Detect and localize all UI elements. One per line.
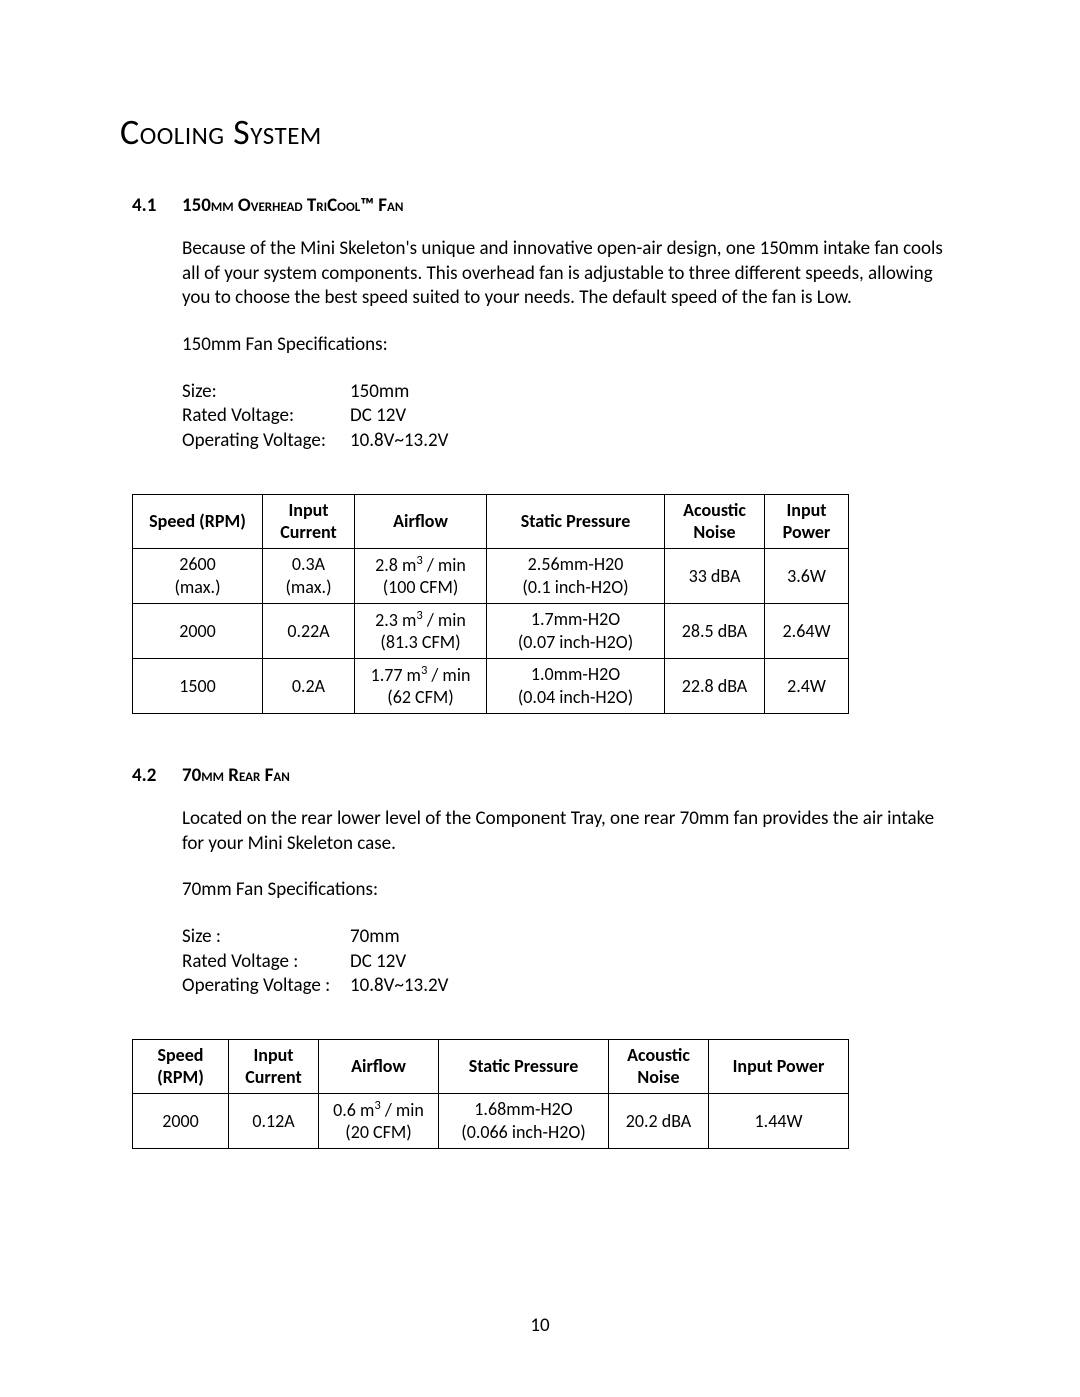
table-cell: 33 dBA <box>665 548 765 603</box>
table-header-cell: Acoustic Noise <box>665 494 765 548</box>
spec-value: DC 12V <box>350 950 406 975</box>
section-4-1-number: 4.1 <box>132 194 182 217</box>
page-title: Cooling System <box>120 110 960 154</box>
spec-value: 150mm <box>350 380 409 405</box>
table-header-cell: Acoustic Noise <box>609 1039 709 1093</box>
spec-label: Operating Voltage : <box>182 974 350 999</box>
table-header-cell: Input Power <box>765 494 849 548</box>
section-4-1-spec-heading: 150mm Fan Specifications: <box>182 333 960 358</box>
table-cell: 0.6 m3 / min(20 CFM) <box>319 1093 439 1148</box>
section-4-1-heading: 4.1 150mm Overhead TriCool™ Fan <box>120 194 960 217</box>
table-row: 20000.12A0.6 m3 / min(20 CFM)1.68mm-H2O(… <box>133 1093 849 1148</box>
table-cell: 2.8 m3 / min(100 CFM) <box>355 548 487 603</box>
table-header-cell: Input Power <box>709 1039 849 1093</box>
spec-value: DC 12V <box>350 404 406 429</box>
section-4-2-title: 70mm Rear Fan <box>182 764 290 787</box>
table-cell: 2.56mm-H20(0.1 inch-H2O) <box>487 548 665 603</box>
section-4-1-paragraph: Because of the Mini Skeleton's unique an… <box>182 237 960 311</box>
table-cell: 20.2 dBA <box>609 1093 709 1148</box>
section-4-2-spec-heading: 70mm Fan Specifications: <box>182 878 960 903</box>
table-cell: 0.22A <box>263 603 355 658</box>
table-cell: 2.4W <box>765 658 849 713</box>
table-cell: 1.7mm-H2O(0.07 inch-H2O) <box>487 603 665 658</box>
table-cell: 2000 <box>133 603 263 658</box>
spec-row: Size :70mm <box>182 925 960 950</box>
table-row: 2600(max.)0.3A(max.)2.8 m3 / min(100 CFM… <box>133 548 849 603</box>
table-cell: 1.0mm-H2O(0.04 inch-H2O) <box>487 658 665 713</box>
section-4-2-spec-list: Size :70mmRated Voltage :DC 12VOperating… <box>182 925 960 999</box>
spec-row: Operating Voltage :10.8V~13.2V <box>182 974 960 999</box>
table-cell: 0.12A <box>229 1093 319 1148</box>
table-header-cell: Airflow <box>319 1039 439 1093</box>
spec-value: 10.8V~13.2V <box>350 974 448 999</box>
spec-value: 70mm <box>350 925 400 950</box>
spec-label: Rated Voltage : <box>182 950 350 975</box>
spec-value: 10.8V~13.2V <box>350 429 448 454</box>
table-header-cell: Airflow <box>355 494 487 548</box>
table-header-cell: Static Pressure <box>439 1039 609 1093</box>
table-cell: 1500 <box>133 658 263 713</box>
fan-150mm-table: Speed (RPM)Input CurrentAirflowStatic Pr… <box>132 494 849 714</box>
spec-label: Size : <box>182 925 350 950</box>
spec-row: Size:150mm <box>182 380 960 405</box>
table-cell: 2600(max.) <box>133 548 263 603</box>
spec-label: Rated Voltage: <box>182 404 350 429</box>
table-cell: 22.8 dBA <box>665 658 765 713</box>
table-header-cell: Input Current <box>263 494 355 548</box>
table-row: 20000.22A2.3 m3 / min(81.3 CFM)1.7mm-H2O… <box>133 603 849 658</box>
section-4-1-title: 150mm Overhead TriCool™ Fan <box>182 194 403 217</box>
spec-row: Rated Voltage:DC 12V <box>182 404 960 429</box>
fan-70mm-table: Speed (RPM)Input CurrentAirflowStatic Pr… <box>132 1039 849 1149</box>
table-cell: 1.68mm-H2O(0.066 inch-H2O) <box>439 1093 609 1148</box>
table-cell: 1.44W <box>709 1093 849 1148</box>
section-4-1-spec-list: Size:150mmRated Voltage:DC 12VOperating … <box>182 380 960 454</box>
table-cell: 0.2A <box>263 658 355 713</box>
section-4-2-heading: 4.2 70mm Rear Fan <box>120 764 960 787</box>
table-cell: 3.6W <box>765 548 849 603</box>
table-header-cell: Input Current <box>229 1039 319 1093</box>
table-cell: 1.77 m3 / min(62 CFM) <box>355 658 487 713</box>
table-cell: 28.5 dBA <box>665 603 765 658</box>
table-cell: 2.64W <box>765 603 849 658</box>
table-row: 15000.2A1.77 m3 / min(62 CFM)1.0mm-H2O(0… <box>133 658 849 713</box>
spec-label: Operating Voltage: <box>182 429 350 454</box>
section-4-2-number: 4.2 <box>132 764 182 787</box>
section-4-2-paragraph: Located on the rear lower level of the C… <box>182 807 960 856</box>
spec-row: Rated Voltage :DC 12V <box>182 950 960 975</box>
table-header-cell: Static Pressure <box>487 494 665 548</box>
table-cell: 0.3A(max.) <box>263 548 355 603</box>
page-number: 10 <box>0 1314 1080 1337</box>
table-cell: 2.3 m3 / min(81.3 CFM) <box>355 603 487 658</box>
table-header-cell: Speed (RPM) <box>133 494 263 548</box>
table-header-cell: Speed (RPM) <box>133 1039 229 1093</box>
table-cell: 2000 <box>133 1093 229 1148</box>
spec-row: Operating Voltage:10.8V~13.2V <box>182 429 960 454</box>
spec-label: Size: <box>182 380 350 405</box>
